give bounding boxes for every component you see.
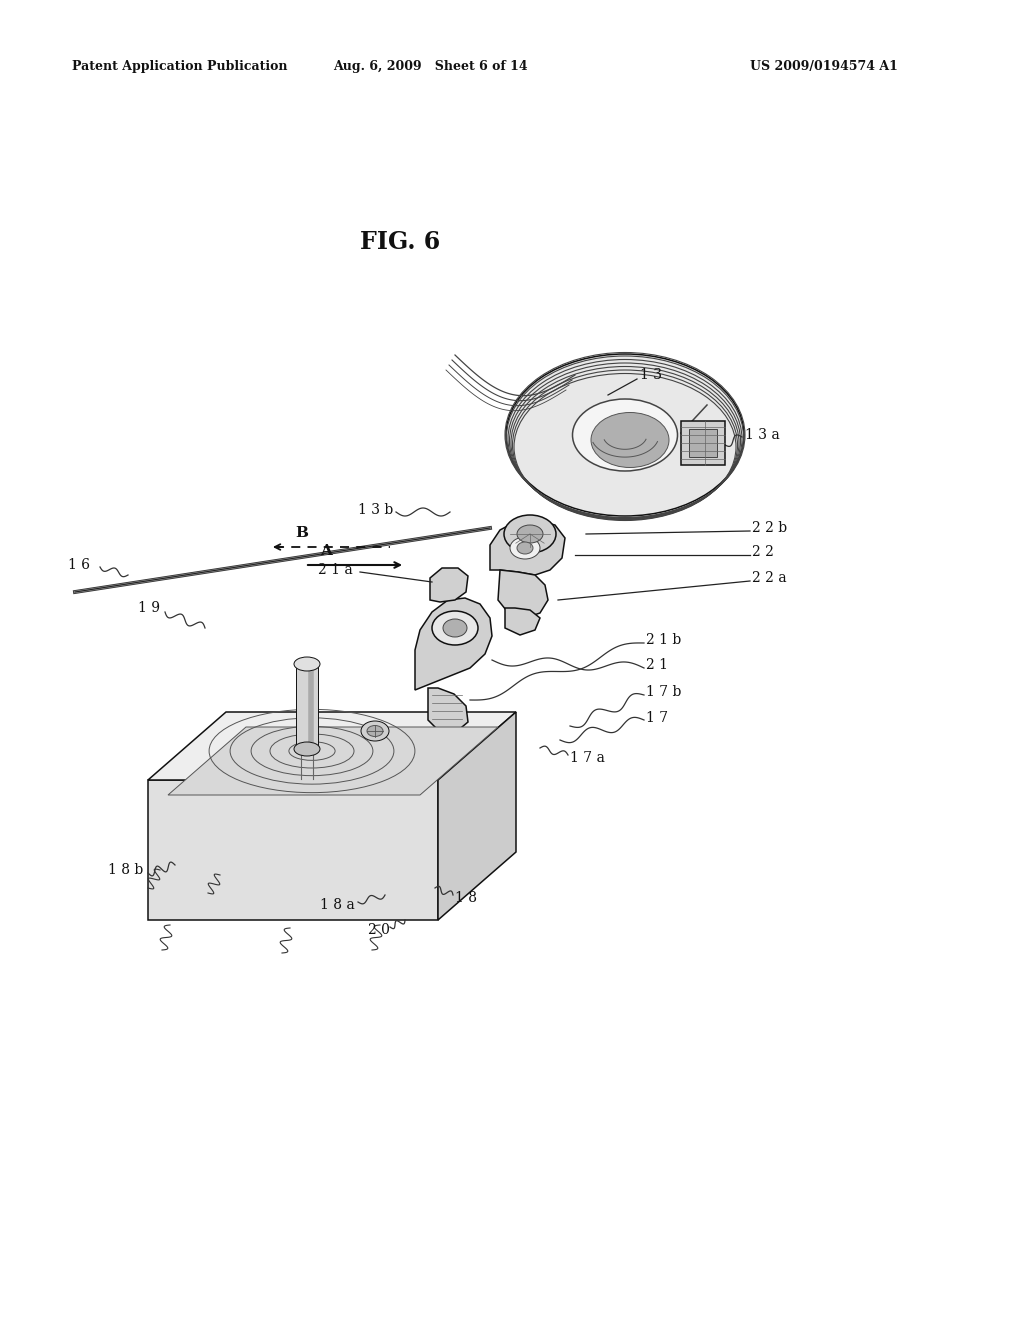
Ellipse shape	[504, 515, 556, 553]
Polygon shape	[148, 711, 516, 780]
Polygon shape	[148, 780, 438, 920]
Text: 1 8: 1 8	[455, 891, 477, 906]
Text: 1 7 b: 1 7 b	[646, 685, 681, 700]
Ellipse shape	[294, 657, 319, 671]
Text: 1 6: 1 6	[68, 558, 90, 572]
Ellipse shape	[517, 543, 534, 554]
Text: 1 3 a: 1 3 a	[745, 428, 779, 442]
Ellipse shape	[443, 619, 467, 638]
Polygon shape	[415, 598, 492, 690]
Ellipse shape	[591, 412, 669, 467]
Polygon shape	[498, 570, 548, 618]
Text: 2 1: 2 1	[646, 657, 668, 672]
Text: 1 7: 1 7	[646, 711, 668, 725]
Text: Aug. 6, 2009   Sheet 6 of 14: Aug. 6, 2009 Sheet 6 of 14	[333, 59, 527, 73]
Text: 1 3: 1 3	[640, 368, 662, 381]
Ellipse shape	[294, 742, 319, 756]
Ellipse shape	[510, 537, 540, 558]
FancyBboxPatch shape	[689, 429, 717, 457]
Text: 1 8 a: 1 8 a	[319, 898, 354, 912]
Text: 1 3 b: 1 3 b	[358, 503, 393, 517]
Ellipse shape	[432, 611, 478, 645]
Text: 2 2 a: 2 2 a	[752, 572, 786, 585]
Ellipse shape	[367, 726, 383, 737]
Polygon shape	[430, 568, 468, 602]
Text: B: B	[295, 525, 308, 540]
Text: FIG. 6: FIG. 6	[359, 230, 440, 253]
Text: 2 1 b: 2 1 b	[646, 634, 681, 647]
Ellipse shape	[361, 721, 389, 741]
Ellipse shape	[572, 399, 678, 471]
Polygon shape	[490, 520, 565, 576]
Text: 1 7 a: 1 7 a	[570, 751, 605, 766]
Text: US 2009/0194574 A1: US 2009/0194574 A1	[750, 59, 898, 73]
Text: 1 8 b: 1 8 b	[108, 863, 143, 876]
Text: 2 1 a: 2 1 a	[318, 564, 352, 577]
Polygon shape	[438, 711, 516, 920]
Ellipse shape	[517, 525, 543, 543]
Text: 2 2 b: 2 2 b	[752, 521, 787, 535]
Ellipse shape	[506, 354, 744, 516]
FancyBboxPatch shape	[296, 664, 318, 748]
Text: 1 9: 1 9	[138, 601, 160, 615]
Text: Patent Application Publication: Patent Application Publication	[72, 59, 288, 73]
Polygon shape	[168, 727, 498, 795]
Polygon shape	[505, 609, 540, 635]
Text: 2 2: 2 2	[752, 545, 774, 558]
Text: A: A	[319, 544, 332, 558]
Text: 2 0: 2 0	[368, 923, 390, 937]
Polygon shape	[428, 688, 468, 733]
FancyBboxPatch shape	[681, 421, 725, 465]
